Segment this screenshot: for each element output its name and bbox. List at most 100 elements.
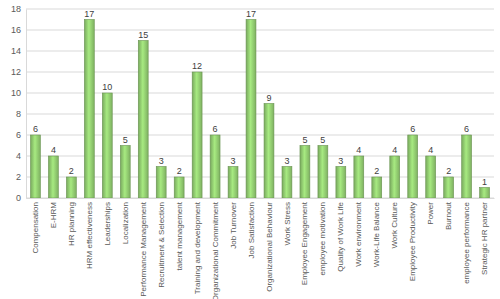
y-tick-label: 18 bbox=[11, 4, 21, 14]
grid-line bbox=[26, 114, 494, 115]
data-label: 6 bbox=[33, 124, 38, 134]
data-label: 6 bbox=[213, 124, 218, 134]
y-tick: 10 bbox=[11, 88, 26, 98]
y-tick: 12 bbox=[11, 67, 26, 77]
x-tick-label: Leaderships bbox=[103, 202, 112, 246]
x-tick: Localization bbox=[121, 198, 130, 244]
x-tick-label: Compensation bbox=[31, 202, 40, 254]
y-axis: 024681012141618 bbox=[11, 4, 27, 203]
x-tick-label: E-HRM bbox=[49, 202, 58, 229]
y-axis-line bbox=[26, 10, 27, 199]
grid-line bbox=[26, 93, 494, 94]
y-tick-label: 2 bbox=[16, 172, 21, 182]
data-label: 5 bbox=[123, 135, 128, 145]
y-tick: 18 bbox=[11, 4, 26, 14]
bar bbox=[120, 146, 130, 199]
data-label: 10 bbox=[102, 82, 112, 92]
x-tick: Performance Management bbox=[139, 198, 148, 297]
data-label: 6 bbox=[464, 124, 469, 134]
bar bbox=[462, 135, 472, 198]
x-tick-label: Burnout bbox=[444, 201, 453, 230]
bar bbox=[336, 167, 346, 199]
x-tick: Employee Productivity bbox=[408, 198, 417, 281]
y-tick-label: 12 bbox=[11, 67, 21, 77]
x-tick: Job Turnover bbox=[229, 198, 238, 249]
x-tick: employee performance bbox=[462, 198, 471, 284]
x-tick: Training and development bbox=[193, 198, 202, 294]
x-tick: Organizational Commitment bbox=[211, 198, 220, 299]
data-label: 17 bbox=[246, 9, 256, 19]
x-tick-label: Organizational Commitment bbox=[211, 201, 220, 299]
x-tick: HRM effectiveness bbox=[85, 198, 94, 269]
x-tick-label: Power bbox=[426, 202, 435, 225]
bar bbox=[372, 177, 382, 198]
y-tick-label: 6 bbox=[16, 130, 21, 140]
y-tick: 16 bbox=[11, 25, 26, 35]
y-tick: 0 bbox=[16, 193, 26, 203]
x-tick: employee motivation bbox=[318, 198, 327, 275]
x-tick: Quality of Work Life bbox=[336, 198, 345, 272]
grid-line bbox=[26, 9, 494, 10]
data-label: 1 bbox=[482, 177, 487, 187]
x-tick-label: Training and development bbox=[193, 201, 202, 294]
x-tick: talent management bbox=[175, 198, 184, 271]
bar bbox=[210, 135, 220, 198]
x-tick-label: Employee Productivity bbox=[408, 202, 417, 281]
y-tick-label: 4 bbox=[16, 151, 21, 161]
bar bbox=[66, 177, 76, 198]
data-label: 5 bbox=[302, 135, 307, 145]
x-tick: E-HRM bbox=[49, 198, 58, 228]
x-tick-label: Quality of Work Life bbox=[336, 201, 345, 271]
x-tick: Strategic HR partner bbox=[480, 198, 489, 275]
data-label: 17 bbox=[84, 9, 94, 19]
bar bbox=[318, 146, 328, 199]
grid-line bbox=[26, 72, 494, 73]
x-tick-label: Work-Life Balance bbox=[372, 201, 381, 267]
x-tick-label: Organizational Behaviour bbox=[265, 202, 274, 292]
bar bbox=[102, 93, 112, 198]
x-tick-label: Job Satisfaction bbox=[247, 202, 256, 258]
y-tick: 6 bbox=[16, 130, 26, 140]
y-tick-label: 10 bbox=[11, 88, 21, 98]
chart: 024681012141618CompensationE-HRMHR plann… bbox=[0, 0, 500, 299]
x-tick-label: HR planning bbox=[67, 202, 76, 246]
data-label: 4 bbox=[392, 145, 397, 155]
x-tick: Compensation bbox=[31, 198, 40, 254]
x-tick-label: employee motivation bbox=[318, 202, 327, 275]
x-tick-label: Job Turnover bbox=[229, 202, 238, 249]
x-tick: Work Culture bbox=[390, 198, 399, 249]
y-tick-label: 8 bbox=[16, 109, 21, 119]
data-labels: 6421710515321263179355342464261 bbox=[33, 9, 487, 187]
x-tick-label: Work Culture bbox=[390, 201, 399, 248]
x-axis-line bbox=[27, 198, 495, 199]
data-label: 12 bbox=[192, 61, 202, 71]
x-tick: Organizational Behaviour bbox=[265, 198, 274, 292]
bar bbox=[48, 156, 58, 198]
bar bbox=[264, 104, 274, 199]
x-tick: Recruitment & Selection bbox=[157, 198, 166, 288]
data-label: 2 bbox=[69, 166, 74, 176]
grid-line bbox=[26, 30, 494, 31]
data-label: 3 bbox=[284, 156, 289, 166]
x-tick-label: Strategic HR partner bbox=[480, 202, 489, 275]
y-tick: 2 bbox=[16, 172, 26, 182]
x-axis: Compensation E-HRM HR planning HRM effectiv… bbox=[27, 198, 495, 299]
y-tick-label: 0 bbox=[16, 193, 21, 203]
bar bbox=[390, 156, 400, 198]
bar bbox=[192, 72, 202, 198]
bar bbox=[228, 167, 238, 199]
data-label: 6 bbox=[410, 124, 415, 134]
x-tick-label: Work Stress bbox=[283, 202, 292, 245]
x-tick: Work Stress bbox=[283, 198, 292, 245]
bar bbox=[444, 177, 454, 198]
data-label: 9 bbox=[266, 93, 271, 103]
data-label: 4 bbox=[51, 145, 56, 155]
data-label: 4 bbox=[356, 145, 361, 155]
bar bbox=[426, 156, 436, 198]
grid-line bbox=[26, 177, 494, 178]
bar bbox=[354, 156, 364, 198]
bar bbox=[174, 177, 184, 198]
x-tick: Work environment bbox=[354, 198, 363, 267]
data-label: 2 bbox=[374, 166, 379, 176]
data-label: 3 bbox=[338, 156, 343, 166]
